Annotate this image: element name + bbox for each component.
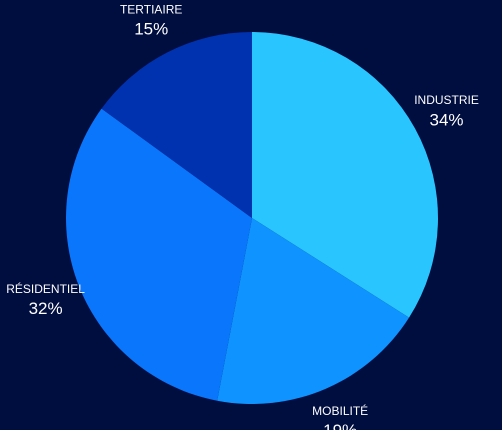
pie-slice xyxy=(217,218,410,404)
slice-label: MOBILITÉ xyxy=(312,403,368,418)
slice-label: INDUSTRIE xyxy=(414,93,479,107)
slice-label: TERTIAIRE xyxy=(120,2,182,16)
slice-value-label: 32% xyxy=(29,299,63,318)
pie-slice xyxy=(252,32,438,318)
pie-slice xyxy=(65,108,253,401)
pie-slice xyxy=(101,32,252,218)
slice-value-label: 34% xyxy=(430,111,464,130)
slice-label: RÉSIDENTIEL xyxy=(6,281,85,296)
slice-value-label: 19% xyxy=(323,421,357,430)
slice-value-label: 15% xyxy=(134,20,168,39)
